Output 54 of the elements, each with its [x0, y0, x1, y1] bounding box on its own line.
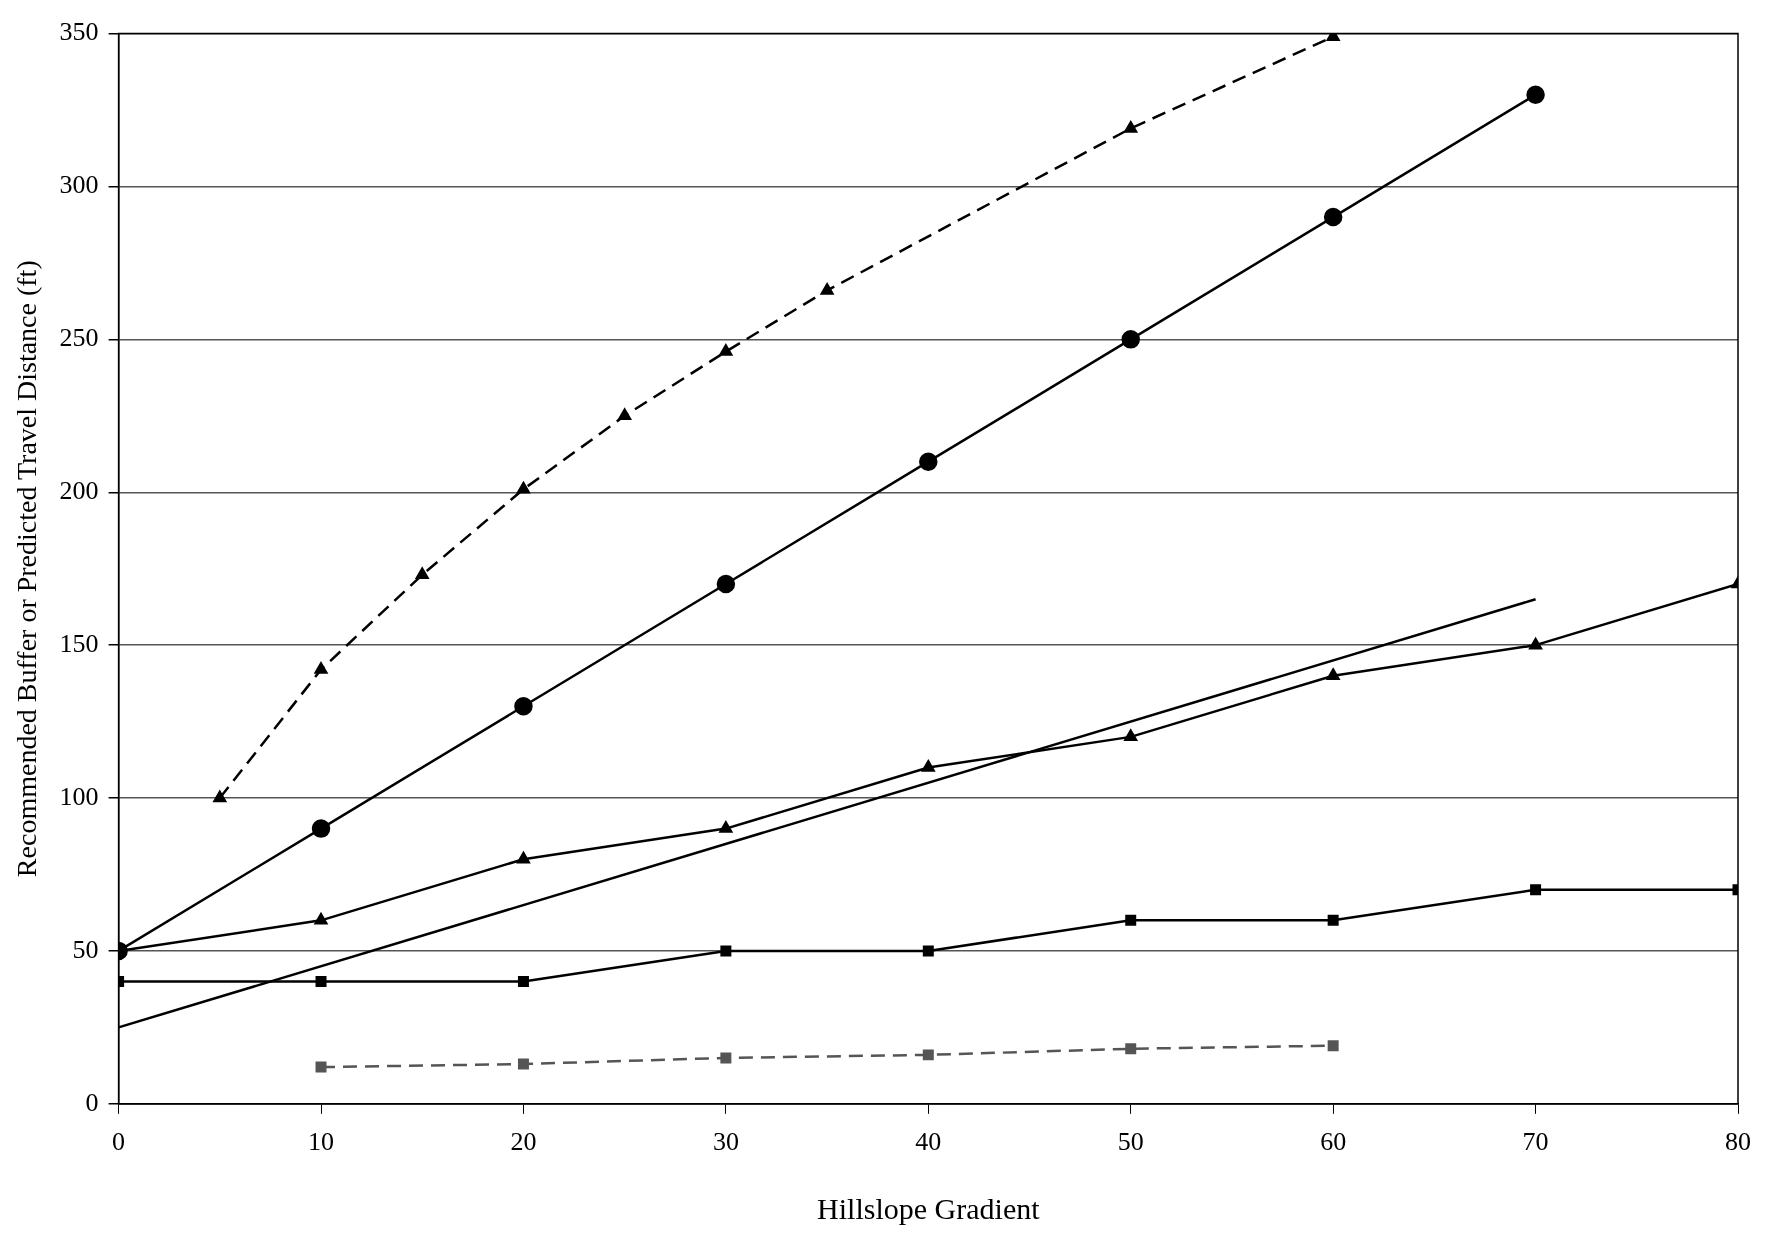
point	[415, 567, 429, 580]
point	[618, 408, 632, 421]
point	[517, 976, 529, 987]
x-tick-label: 20	[510, 1127, 537, 1157]
point	[1125, 914, 1137, 926]
point	[311, 819, 331, 838]
y-tick-label: 300	[59, 170, 99, 200]
point	[1530, 884, 1542, 896]
point	[314, 662, 328, 674]
x-axis-title: Hillslope Gradient	[817, 1191, 1041, 1225]
point	[514, 697, 533, 716]
point	[1323, 207, 1343, 227]
point	[517, 1058, 529, 1070]
point	[1124, 121, 1138, 133]
x-tick-label: 70	[1522, 1127, 1549, 1157]
point	[1121, 330, 1140, 349]
point	[1529, 637, 1543, 650]
x-tick-label: 60	[1320, 1127, 1347, 1157]
y-tick-label: 50	[72, 934, 99, 964]
x-tick-label: 10	[308, 1127, 335, 1157]
point	[314, 913, 328, 925]
x-tick-label: 30	[712, 1127, 739, 1157]
point	[922, 945, 934, 957]
point	[315, 976, 327, 987]
point	[315, 1061, 327, 1073]
y-tick-label: 0	[85, 1087, 99, 1117]
point	[719, 344, 733, 356]
point	[716, 574, 736, 594]
point	[720, 1052, 732, 1064]
x-tick-label: 50	[1117, 1127, 1144, 1157]
y-tick-label: 100	[59, 781, 99, 811]
x-tick-label: 80	[1725, 1127, 1751, 1157]
point	[1125, 1043, 1137, 1055]
x-tick-label: 0	[112, 1127, 126, 1157]
point	[922, 1049, 934, 1061]
y-tick-label: 250	[59, 323, 99, 353]
point	[1326, 668, 1340, 680]
x-tick-label: 40	[915, 1127, 942, 1157]
point	[1124, 729, 1138, 742]
point	[919, 452, 938, 471]
point	[720, 945, 732, 957]
point	[820, 283, 834, 295]
y-tick-label: 200	[59, 476, 99, 506]
y-axis-title: Recommended Buffer or Predicted Travel Distance (ft)	[11, 260, 43, 878]
y-tick-label: 350	[59, 17, 99, 47]
y-tick-label: 150	[59, 628, 99, 658]
point	[1327, 914, 1339, 926]
point	[921, 760, 935, 772]
point	[517, 481, 530, 494]
point	[213, 790, 227, 803]
point	[719, 821, 733, 833]
point	[517, 851, 530, 864]
point	[1526, 85, 1545, 104]
point	[1327, 1040, 1339, 1052]
